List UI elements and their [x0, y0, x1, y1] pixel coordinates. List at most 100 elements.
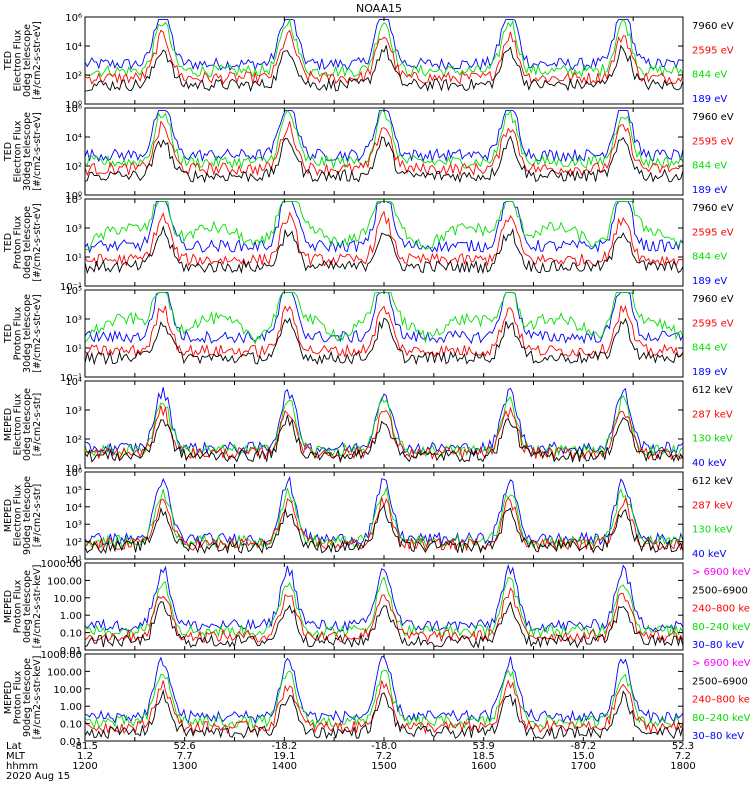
footer-lat-value: 52.6	[174, 741, 196, 752]
legend-entry: 40 keV	[692, 458, 726, 469]
panel-1: 10⁰ 10² 10⁴ 10⁶ TEDElectron Flux0deg telesco…	[3, 13, 734, 111]
panel-8: 0.010.101.0010.00100.001000.00MEPEDProto…	[3, 650, 750, 748]
series-blue-trace	[84, 475, 684, 547]
footer-hhmm-value: 1300	[172, 761, 197, 772]
y-axis-title-line: MEPED	[3, 499, 14, 532]
footer-hhmm-value: 1600	[471, 761, 496, 772]
legend-entry: 240–800 keV	[692, 695, 750, 706]
y-axis-title-line: [#/cm2-s-str-eV]	[32, 294, 43, 373]
y-axis-title-line: 30deg telescope	[22, 294, 33, 373]
legend-entry: 130 keV	[692, 434, 733, 445]
footer-hhmm-value: 1700	[571, 761, 596, 772]
panel-2-traces	[84, 109, 684, 184]
series-black-trace	[84, 225, 684, 275]
panel-7: 0.010.101.0010.00100.001000.00MEPEDProto…	[3, 559, 750, 657]
legend-entry: 612 keV	[692, 385, 733, 396]
y-tick-label: 10⁻¹	[60, 282, 82, 293]
series-green-trace	[84, 576, 684, 639]
y-axis-title-line: [#/cm2-s-str-eV]	[32, 112, 43, 191]
legend-entry: 2595 eV	[692, 227, 734, 238]
footer-mlt-value: 7.2	[376, 751, 392, 762]
footer-lat-value: -18.0	[371, 741, 397, 752]
legend-entry: 2500–6900	[692, 585, 748, 596]
y-tick-label: 10²	[65, 538, 82, 549]
y-tick-label: 10¹	[65, 253, 82, 264]
y-tick-label: 10⁵	[65, 286, 82, 297]
y-tick-label: 10⁶	[65, 13, 82, 24]
legend-entry: 844 eV	[692, 161, 727, 172]
y-axis-title-line: Electron Flux	[13, 29, 24, 91]
y-axis-title: TEDProton Flux30deg telescope[#/cm2-s-st…	[3, 294, 43, 373]
y-tick-label: 10⁻¹	[60, 373, 82, 384]
panel-1-traces	[84, 18, 684, 93]
y-axis-title-line: [#/cm2-s-str]	[32, 484, 43, 547]
footer-mlt-value: 7.7	[177, 751, 193, 762]
y-axis-title-line: TED	[3, 233, 14, 253]
y-tick-label: 10²	[65, 162, 82, 173]
series-red-trace	[84, 587, 684, 644]
y-tick-label: 10.00	[53, 594, 82, 605]
series-blue-trace	[84, 387, 684, 456]
panel-4-traces	[84, 292, 684, 366]
legend-entry: 2595 eV	[692, 45, 734, 56]
y-tick-label: 10⁴	[65, 42, 82, 53]
footer-hhmm-value: 1500	[371, 761, 396, 772]
y-axis-title: MEPEDElectron Flux90deg telescope[#/cm2-…	[3, 476, 43, 555]
y-axis-title-line: 0deg telescope	[22, 24, 33, 97]
y-axis-title-line: TED	[3, 51, 14, 71]
y-tick-label: 10¹	[65, 464, 82, 475]
y-tick-label: 10²	[65, 435, 82, 446]
legend-entry: 7960 eV	[692, 294, 734, 305]
footer-row-label: hhmm	[6, 761, 38, 772]
legend-entry: 80–240 keV	[692, 713, 750, 724]
y-tick-label: 10²	[65, 71, 82, 82]
y-axis-title: TEDElectron Flux0deg telescope[#/cm2-s-s…	[3, 21, 43, 100]
y-axis-title-line: [#/cm2-s-str-eV]	[32, 203, 43, 282]
y-tick-label: 10⁵	[65, 485, 82, 496]
y-tick-label: 10⁴	[65, 377, 82, 388]
y-tick-label: 10³	[65, 406, 82, 417]
panel-5: 10¹ 10² 10³ 10⁴ MEPEDElectron Flux0deg teles…	[3, 377, 733, 475]
y-tick-label: 10⁶	[65, 468, 82, 479]
y-tick-label: 1000.00	[41, 650, 82, 661]
panel-4: 10⁻¹ 10¹ 10³ 10⁵ TEDProton Flux30deg telesco…	[3, 286, 734, 384]
legend-entry: 612 keV	[692, 476, 733, 487]
y-axis-title: TEDProton Flux0deg telescope[#/cm2-s-str…	[3, 203, 43, 282]
series-red-trace	[84, 305, 684, 359]
series-red-trace	[84, 29, 684, 86]
y-axis-title: MEPEDProton Flux0deg telescope[#/cm2-s-s…	[3, 565, 43, 649]
y-axis-title-line: 90deg telescope	[22, 476, 33, 555]
y-axis-title-line: TED	[3, 324, 14, 344]
legend-entry: 7960 eV	[692, 21, 734, 32]
y-tick-label: 10⁰	[65, 100, 82, 111]
footer-row-label: MLT	[6, 751, 26, 762]
legend-entry: 189 eV	[692, 94, 727, 105]
y-tick-label: 0.10	[60, 720, 82, 731]
y-axis-title-line: MEPED	[3, 590, 14, 623]
series-black-trace	[84, 415, 684, 464]
legend-entry: > 6900 keV	[692, 567, 750, 578]
y-tick-label: 10⁴	[65, 503, 82, 514]
legend-entry: 2500–6900	[692, 676, 748, 687]
footer-mlt-value: 1.2	[77, 751, 93, 762]
y-tick-label: 100.00	[47, 576, 82, 587]
legend-entry: 40 keV	[692, 549, 726, 560]
y-tick-label: 0.10	[60, 629, 82, 640]
footer-lat-value: -87.2	[570, 741, 596, 752]
y-tick-label: 0.01	[60, 737, 82, 748]
y-axis-title-line: MEPED	[3, 408, 14, 441]
series-green-trace	[84, 201, 684, 251]
footer-lat-value: 52.3	[672, 741, 694, 752]
y-tick-label: 10¹	[65, 555, 82, 566]
legend-entry: 30–80 keV	[692, 731, 744, 742]
panel-3: 10⁻¹ 10¹ 10³ 10⁵ TEDProton Flux0deg telescop…	[3, 195, 734, 293]
y-axis-title-line: Proton Flux	[13, 670, 24, 724]
series-black-trace	[84, 135, 684, 184]
legend-entry: 30–80 keV	[692, 640, 744, 651]
panel-2: 10⁰ 10² 10⁴ 10⁶ TEDElectron Flux30deg telesc…	[3, 104, 734, 202]
footer-hhmm-value: 1200	[72, 761, 97, 772]
